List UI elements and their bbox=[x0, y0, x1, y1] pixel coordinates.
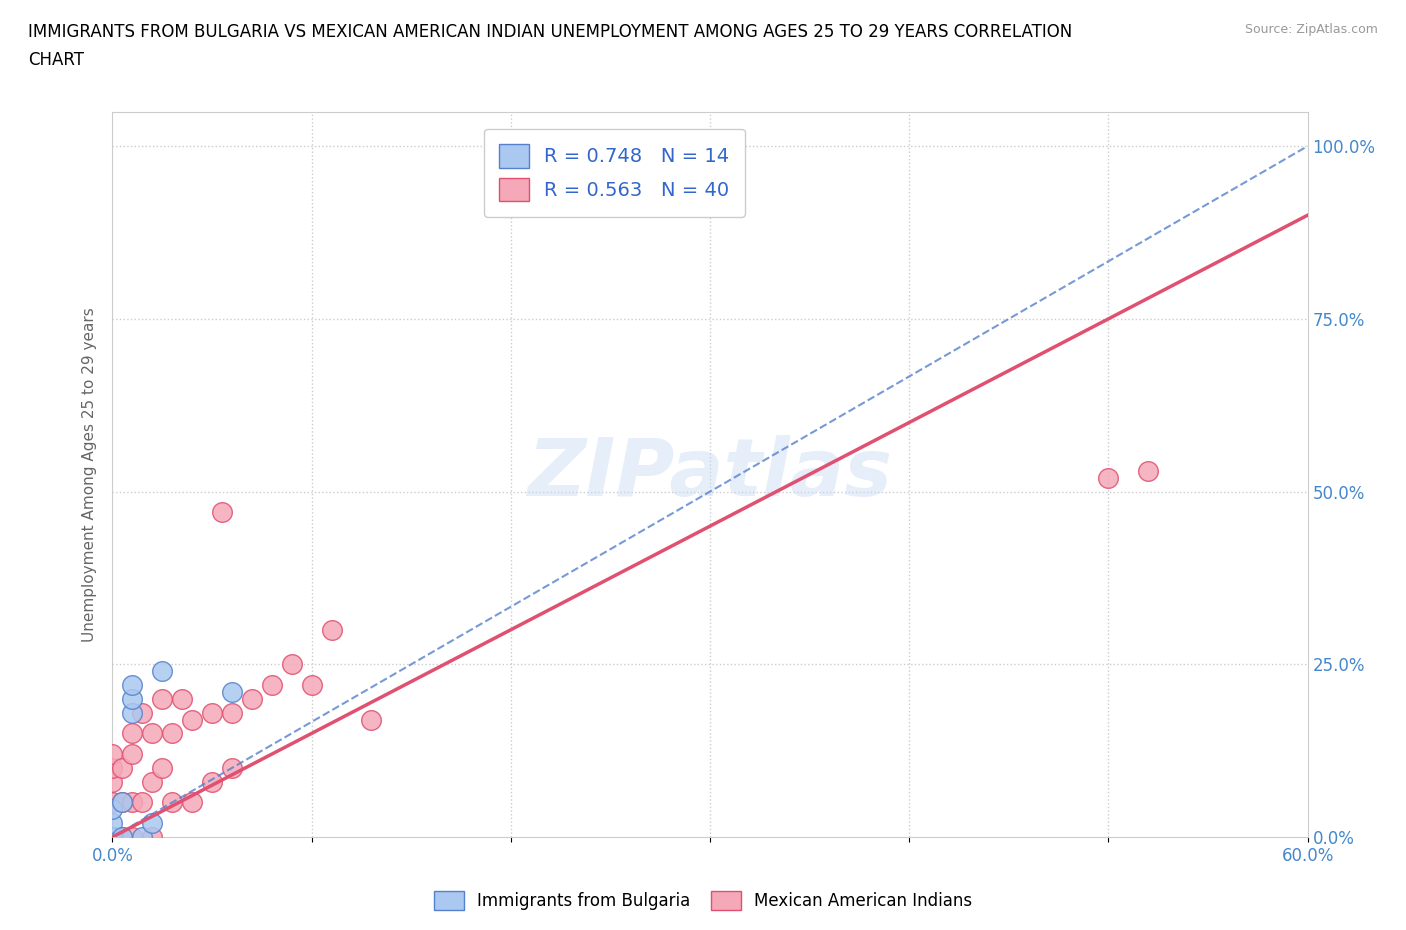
Y-axis label: Unemployment Among Ages 25 to 29 years: Unemployment Among Ages 25 to 29 years bbox=[82, 307, 97, 642]
Text: CHART: CHART bbox=[28, 51, 84, 69]
Point bbox=[121, 726, 143, 741]
Point bbox=[141, 726, 163, 741]
Point bbox=[201, 705, 224, 720]
Point bbox=[101, 830, 124, 844]
Point bbox=[260, 678, 283, 693]
Point bbox=[141, 816, 163, 830]
Point bbox=[141, 830, 163, 844]
Point bbox=[111, 830, 134, 844]
Point bbox=[360, 712, 382, 727]
Text: ZIPatlas: ZIPatlas bbox=[527, 435, 893, 513]
Point bbox=[101, 830, 124, 844]
Point bbox=[150, 664, 173, 679]
Point bbox=[172, 691, 194, 706]
Point bbox=[131, 795, 153, 810]
Point bbox=[101, 830, 124, 844]
Point bbox=[111, 761, 134, 776]
Point bbox=[221, 684, 243, 699]
Point bbox=[101, 795, 124, 810]
Point bbox=[101, 830, 124, 844]
Point bbox=[301, 678, 323, 693]
Point bbox=[121, 795, 143, 810]
Point bbox=[321, 622, 343, 637]
Point bbox=[121, 678, 143, 693]
Point bbox=[111, 830, 134, 844]
Text: IMMIGRANTS FROM BULGARIA VS MEXICAN AMERICAN INDIAN UNEMPLOYMENT AMONG AGES 25 T: IMMIGRANTS FROM BULGARIA VS MEXICAN AMER… bbox=[28, 23, 1073, 41]
Point bbox=[240, 691, 263, 706]
Point bbox=[162, 795, 183, 810]
Point bbox=[121, 705, 143, 720]
Point bbox=[221, 705, 243, 720]
Point bbox=[281, 657, 304, 671]
Point bbox=[1097, 471, 1119, 485]
Point bbox=[1137, 463, 1160, 478]
Legend: Immigrants from Bulgaria, Mexican American Indians: Immigrants from Bulgaria, Mexican Americ… bbox=[427, 884, 979, 917]
Point bbox=[111, 795, 134, 810]
Point bbox=[101, 775, 124, 790]
Point bbox=[141, 775, 163, 790]
Point bbox=[101, 802, 124, 817]
Point bbox=[150, 691, 173, 706]
Point bbox=[121, 691, 143, 706]
Point bbox=[162, 726, 183, 741]
Point bbox=[121, 747, 143, 762]
Point bbox=[201, 775, 224, 790]
Point bbox=[131, 705, 153, 720]
Point bbox=[101, 830, 124, 844]
Point bbox=[101, 761, 124, 776]
Point bbox=[101, 816, 124, 830]
Point bbox=[181, 795, 204, 810]
Point bbox=[101, 830, 124, 844]
Point bbox=[131, 830, 153, 844]
Point bbox=[221, 761, 243, 776]
Text: Source: ZipAtlas.com: Source: ZipAtlas.com bbox=[1244, 23, 1378, 36]
Point bbox=[121, 830, 143, 844]
Point bbox=[150, 761, 173, 776]
Legend: R = 0.748   N = 14, R = 0.563   N = 40: R = 0.748 N = 14, R = 0.563 N = 40 bbox=[484, 128, 745, 217]
Point bbox=[211, 505, 233, 520]
Point bbox=[101, 747, 124, 762]
Point bbox=[181, 712, 204, 727]
Point bbox=[101, 830, 124, 844]
Point bbox=[111, 795, 134, 810]
